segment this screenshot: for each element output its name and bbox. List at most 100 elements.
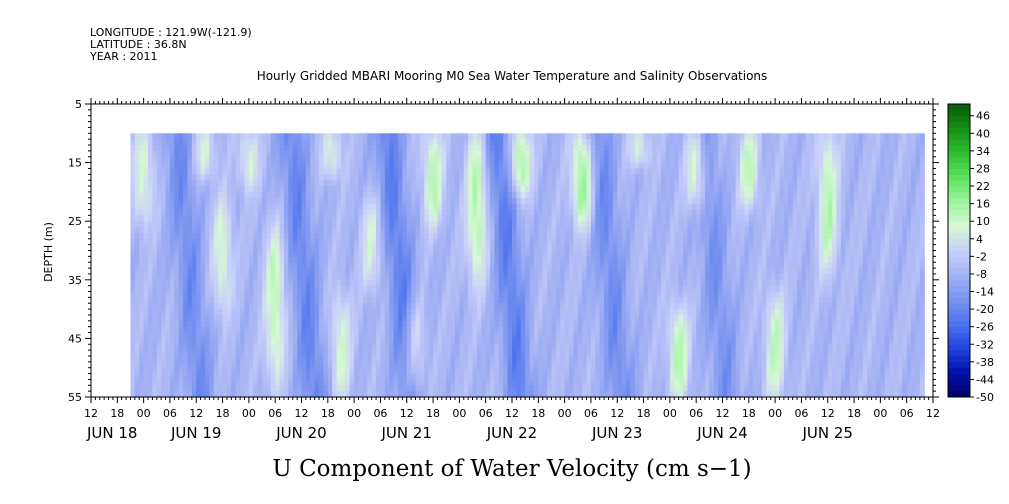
heatmap-cell — [376, 221, 382, 228]
heatmap-cell — [218, 320, 224, 328]
heatmap-cell — [314, 227, 320, 234]
heatmap-cell — [266, 238, 272, 246]
heatmap-cell — [538, 145, 544, 152]
heatmap-cell — [152, 344, 158, 351]
heatmap-cell — [472, 215, 478, 222]
heatmap-cell — [573, 133, 579, 140]
heatmap-cell — [367, 268, 373, 275]
heatmap-cell — [143, 373, 149, 381]
heatmap-cell — [437, 367, 443, 375]
heatmap-cell — [283, 256, 289, 263]
heatmap-cell — [419, 361, 425, 369]
heatmap-cell — [419, 156, 425, 164]
heatmap-cell — [130, 156, 136, 164]
heatmap-cell — [362, 373, 368, 381]
heatmap-cell — [283, 232, 289, 240]
heatmap-cell — [226, 268, 232, 275]
heatmap-cell — [454, 238, 460, 246]
heatmap-cell — [231, 303, 237, 310]
heatmap-cell — [555, 385, 561, 392]
heatmap-cell — [441, 314, 447, 322]
heatmap-cell — [152, 314, 158, 322]
heatmap-cell — [340, 180, 346, 187]
heatmap-cell — [205, 285, 211, 293]
heatmap-cell — [319, 191, 325, 199]
heatmap-cell — [292, 209, 298, 216]
heatmap-cell — [358, 291, 364, 298]
heatmap-cell — [459, 156, 465, 164]
heatmap-cell — [481, 379, 487, 386]
heatmap-cell — [397, 209, 403, 216]
heatmap-cell — [604, 279, 610, 287]
heatmap-cell — [218, 268, 224, 275]
heatmap-cell — [301, 309, 307, 316]
heatmap-cell — [463, 145, 469, 152]
heatmap-cell — [165, 256, 171, 263]
heatmap-cell — [612, 297, 618, 304]
heatmap-cell — [292, 139, 298, 146]
heatmap-cell — [520, 250, 526, 257]
heatmap-cell — [437, 232, 443, 240]
heatmap-cell — [450, 373, 456, 381]
heatmap-cell — [463, 385, 469, 392]
heatmap-cell — [577, 355, 583, 363]
heatmap-cell — [503, 133, 509, 140]
heatmap-cell — [525, 209, 531, 216]
heatmap-cell — [555, 186, 561, 193]
heatmap-cell — [586, 303, 592, 310]
heatmap-cell — [476, 256, 482, 263]
heatmap-cell — [437, 361, 443, 369]
heatmap-cell — [376, 391, 382, 398]
heatmap-cell — [476, 379, 482, 386]
heatmap-cell — [406, 385, 412, 392]
heatmap-cell — [305, 156, 311, 164]
heatmap-cell — [310, 203, 316, 211]
heatmap-cell — [485, 162, 491, 170]
heatmap-cell — [384, 367, 390, 375]
heatmap-cell — [200, 145, 206, 152]
heatmap-cell — [533, 385, 539, 392]
heatmap-cell — [336, 285, 342, 293]
heatmap-cell — [463, 350, 469, 357]
heatmap-cell — [139, 303, 145, 310]
heatmap-cell — [371, 350, 377, 357]
heatmap-cell — [450, 139, 456, 146]
chart-title: Hourly Gridded MBARI Mooring M0 Sea Wate… — [257, 69, 768, 83]
heatmap-cell — [283, 203, 289, 211]
heatmap-cell — [437, 139, 443, 146]
heatmap-cell — [349, 232, 355, 240]
heatmap-cell — [569, 244, 574, 252]
heatmap-cell — [564, 279, 570, 287]
heatmap-cell — [406, 156, 412, 164]
heatmap-cell — [468, 273, 474, 281]
heatmap-cell — [503, 303, 509, 310]
heatmap-cell — [226, 256, 232, 263]
heatmap-cell — [380, 314, 386, 322]
heatmap-cell — [301, 326, 307, 334]
heatmap-cell — [472, 156, 478, 164]
heatmap-cell — [196, 221, 202, 228]
heatmap-cell — [450, 232, 456, 240]
heatmap-cell — [367, 391, 373, 398]
heatmap-cell — [349, 320, 355, 328]
heatmap-cell — [560, 367, 566, 375]
heatmap-cell — [336, 273, 342, 281]
heatmap-cell — [148, 332, 153, 339]
heatmap-cell — [200, 191, 206, 199]
heatmap-cell — [174, 279, 180, 287]
heatmap-cell — [454, 326, 460, 334]
heatmap-cell — [503, 174, 509, 181]
heatmap-cell — [148, 232, 153, 240]
heatmap-cell — [560, 250, 566, 257]
heatmap-cell — [590, 156, 596, 164]
heatmap-cell — [463, 279, 469, 287]
heatmap-cell — [213, 303, 219, 310]
heatmap-cell — [529, 250, 535, 257]
heatmap-cell — [494, 162, 500, 170]
heatmap-cell — [235, 203, 241, 211]
heatmap-cell — [512, 279, 517, 287]
heatmap-cell — [494, 145, 500, 152]
heatmap-cell — [380, 373, 386, 381]
heatmap-cell — [454, 209, 460, 216]
heatmap-cell — [503, 191, 509, 199]
